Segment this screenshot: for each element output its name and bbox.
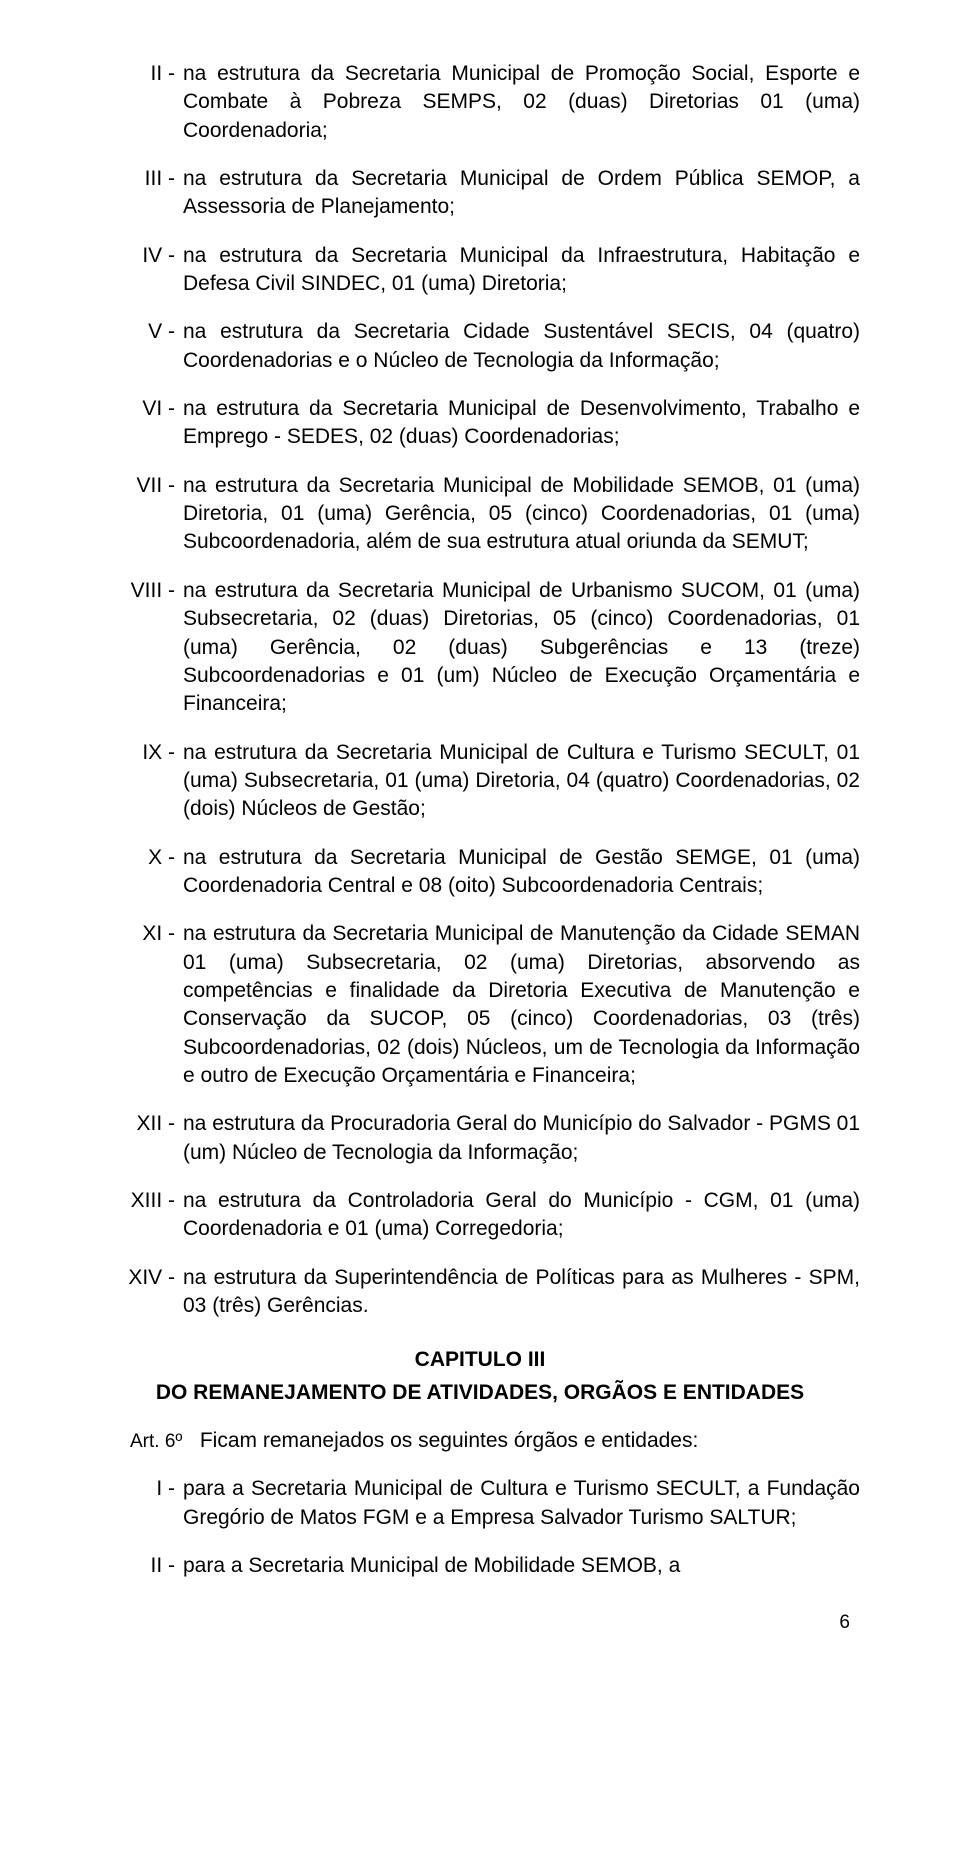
list-item-marker: V - [100,318,183,375]
list-item: XII -na estrutura da Procuradoria Geral … [100,1110,860,1167]
list-item-text: na estrutura da Secretaria Municipal de … [183,920,860,1090]
list-item-text: na estrutura da Superintendência de Polí… [183,1264,860,1321]
list-item-marker: XII - [100,1110,183,1167]
list-item: IX -na estrutura da Secretaria Municipal… [100,739,860,824]
list-item-text: na estrutura da Secretaria Municipal da … [183,242,860,299]
list-item: II -para a Secretaria Municipal de Mobil… [100,1552,860,1580]
list-item-marker: IX - [100,739,183,824]
list-item-text: na estrutura da Secretaria Municipal de … [183,577,860,719]
list-item-text: na estrutura da Secretaria Municipal de … [183,472,860,557]
list-item: III -na estrutura da Secretaria Municipa… [100,165,860,222]
list-item-marker: IV - [100,242,183,299]
list-item-text: na estrutura da Secretaria Municipal de … [183,844,860,901]
list-item: VIII -na estrutura da Secretaria Municip… [100,577,860,719]
list-item-marker: II - [100,60,183,145]
article-text: Ficam remanejados os seguintes órgãos e … [200,1429,698,1452]
list-item-marker: XIV - [100,1264,183,1321]
list-item: XIV -na estrutura da Superintendência de… [100,1264,860,1321]
list-item: II -na estrutura da Secretaria Municipal… [100,60,860,145]
list-item-text: para a Secretaria Municipal de Cultura e… [183,1475,860,1532]
list-item: VII -na estrutura da Secretaria Municipa… [100,472,860,557]
list-item-text: na estrutura da Secretaria Municipal de … [183,165,860,222]
list-item-text: para a Secretaria Municipal de Mobilidad… [183,1552,860,1580]
chapter-title: CAPITULO III [100,1346,860,1374]
list-item: VI -na estrutura da Secretaria Municipal… [100,395,860,452]
list-item: X -na estrutura da Secretaria Municipal … [100,844,860,901]
list-item-marker: III - [100,165,183,222]
list-item-text: na estrutura da Secretaria Cidade Susten… [183,318,860,375]
list-item-marker: XIII - [100,1187,183,1244]
list-item: V -na estrutura da Secretaria Cidade Sus… [100,318,860,375]
list-item-marker: XI - [100,920,183,1090]
list-item-marker: VII - [100,472,183,557]
article-label: Art. 6º [130,1431,182,1452]
chapter-subtitle: DO REMANEJAMENTO DE ATIVIDADES, ORGÃOS E… [100,1379,860,1407]
list-item-text: na estrutura da Controladoria Geral do M… [183,1187,860,1244]
list-item-text: na estrutura da Secretaria Municipal de … [183,739,860,824]
list-item-marker: VI - [100,395,183,452]
article-6: Art. 6º Ficam remanejados os seguintes ó… [130,1427,860,1455]
list-item-marker: VIII - [100,577,183,719]
page-number: 6 [100,1610,860,1636]
list-item: XIII -na estrutura da Controladoria Gera… [100,1187,860,1244]
list-item-marker: I - [100,1475,183,1532]
list-item: I -para a Secretaria Municipal de Cultur… [100,1475,860,1532]
list-item: IV -na estrutura da Secretaria Municipal… [100,242,860,299]
list-item-text: na estrutura da Secretaria Municipal de … [183,395,860,452]
list-item-text: na estrutura da Secretaria Municipal de … [183,60,860,145]
list-item-marker: X - [100,844,183,901]
list-item: XI -na estrutura da Secretaria Municipal… [100,920,860,1090]
list-item-marker: II - [100,1552,183,1580]
list-item-text: na estrutura da Procuradoria Geral do Mu… [183,1110,860,1167]
